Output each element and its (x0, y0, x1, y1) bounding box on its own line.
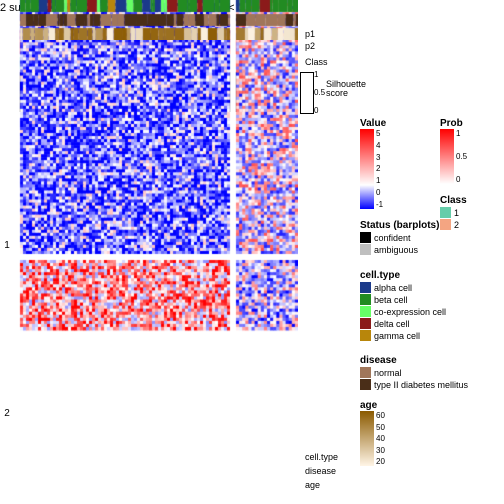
value-colorbar (360, 129, 374, 209)
silhouette-scale-box (300, 72, 314, 114)
age-colorbar (360, 411, 374, 466)
legend-value-title: Value (360, 118, 386, 129)
legend-item: beta cell (360, 294, 446, 305)
legend-disease-title: disease (360, 355, 468, 366)
legend-age: age 60 50 40 30 20 (360, 400, 385, 466)
main-heatmap (0, 0, 298, 336)
label-celltype: cell.type (305, 452, 338, 462)
legend-age-title: age (360, 400, 385, 411)
legend-item: ambiguous (360, 244, 439, 255)
legend-item: co-expression cell (360, 306, 446, 317)
legend-item: delta cell (360, 318, 446, 329)
silh-tick-0: 0 (314, 106, 318, 115)
legend-prob-title: Prob (440, 118, 467, 129)
row-group-label-1: 1 (0, 240, 14, 251)
legend-item: gamma cell (360, 330, 446, 341)
label-p1: p1 (305, 29, 315, 39)
legend-celltype: cell.type alpha cellbeta cellco-expressi… (360, 270, 446, 342)
legend-item: type II diabetes mellitus (360, 379, 468, 390)
label-class: Class (305, 57, 328, 67)
silh-tick-1: 1 (314, 70, 318, 79)
legend-item: alpha cell (360, 282, 446, 293)
legend-class-title: Class (440, 195, 467, 206)
legend-disease: disease normaltype II diabetes mellitus (360, 355, 468, 391)
legend-item: 2 (440, 219, 467, 230)
label-age: age (305, 480, 320, 490)
prob-colorbar (440, 129, 454, 184)
legend-class: Class 12 (440, 195, 467, 231)
legend-status-title: Status (barplots) (360, 220, 439, 231)
label-silhouette: Silhouette score (326, 80, 366, 98)
label-disease: disease (305, 466, 336, 476)
legend-item: confident (360, 232, 439, 243)
legend-value: Value 5 4 3 2 1 0 -1 (360, 118, 386, 209)
row-group-label-2: 2 (0, 408, 14, 419)
silh-tick-05: 0.5 (314, 88, 325, 97)
legend-status: Status (barplots) confidentambiguous (360, 220, 439, 256)
legend-item: 1 (440, 207, 467, 218)
bottom-annotation-tracks (0, 0, 298, 40)
legend-prob: Prob 1 0.5 0 (440, 118, 467, 184)
label-p2: p2 (305, 41, 315, 51)
legend-item: normal (360, 367, 468, 378)
legend-celltype-title: cell.type (360, 270, 446, 281)
